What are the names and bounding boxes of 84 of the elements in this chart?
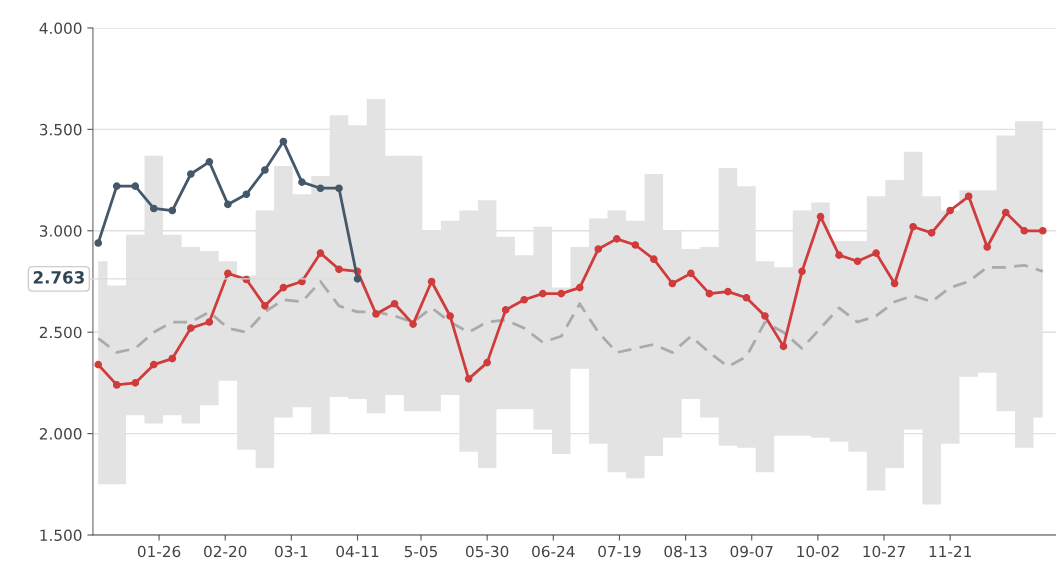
- point: [168, 354, 177, 363]
- point: [946, 206, 954, 215]
- x-tick-label: 09-07: [730, 545, 773, 558]
- point: [335, 184, 343, 193]
- point: [983, 243, 992, 251]
- point: [761, 312, 769, 320]
- point: [205, 158, 214, 166]
- y-tick-label: 4.000: [39, 22, 82, 34]
- x-tick-label: 10-02: [797, 545, 839, 558]
- point: [779, 342, 788, 351]
- y-tick-label: 1.500: [40, 529, 82, 542]
- point: [316, 249, 325, 257]
- point: [112, 381, 121, 389]
- point: [594, 245, 603, 253]
- point: [149, 204, 158, 213]
- point: [112, 182, 121, 190]
- point: [353, 275, 362, 283]
- x-tick-label: 08-13: [664, 545, 707, 558]
- point: [427, 277, 436, 286]
- x-tick-label: 03-1: [275, 545, 308, 558]
- point: [279, 283, 288, 292]
- point: [501, 306, 510, 314]
- x-tick-label: 02-20: [204, 545, 247, 558]
- point: [94, 239, 103, 247]
- point: [390, 299, 399, 308]
- point: [668, 279, 677, 288]
- x-tick-label: 11-21: [929, 545, 971, 558]
- x-tick-label: 01-26: [137, 545, 181, 558]
- point: [816, 212, 825, 221]
- point: [168, 206, 177, 215]
- point: [464, 375, 473, 383]
- point: [187, 324, 195, 332]
- x-tick-label: 10-27: [863, 545, 905, 558]
- point: [298, 178, 306, 186]
- point: [261, 166, 269, 174]
- point: [835, 251, 843, 259]
- point: [1001, 208, 1010, 217]
- point: [853, 257, 862, 266]
- point: [909, 222, 917, 231]
- point: [131, 379, 140, 387]
- x-tick-label: 06-24: [532, 545, 575, 558]
- point: [798, 267, 806, 276]
- point: [575, 283, 584, 292]
- point: [131, 182, 140, 190]
- point: [927, 228, 936, 237]
- x-tick-label: 05-30: [465, 545, 509, 558]
- x-tick-label: 5-05: [404, 545, 438, 558]
- point: [724, 287, 732, 296]
- annotation: 2.763: [33, 271, 84, 284]
- point: [446, 312, 454, 320]
- y-tick-label: 2.000: [39, 428, 82, 440]
- point: [557, 289, 566, 298]
- point: [242, 190, 251, 199]
- point: [94, 360, 103, 369]
- point: [205, 318, 214, 326]
- point: [650, 255, 658, 264]
- point: [224, 269, 232, 278]
- point: [261, 302, 269, 310]
- point: [742, 293, 751, 302]
- point: [483, 358, 491, 367]
- x-tick-label: 07-19: [598, 545, 641, 558]
- point: [687, 269, 695, 278]
- y-tick-label: 3.000: [39, 225, 82, 237]
- point: [612, 235, 621, 243]
- point: [872, 249, 880, 257]
- x-tick-label: 04-11: [336, 545, 379, 558]
- point: [279, 137, 288, 146]
- point: [890, 279, 899, 288]
- point: [187, 170, 195, 178]
- point: [631, 241, 640, 249]
- point: [964, 192, 973, 201]
- point: [520, 295, 529, 304]
- point: [335, 265, 343, 274]
- point: [1020, 226, 1029, 235]
- point: [705, 289, 714, 298]
- point: [1038, 226, 1047, 235]
- point: [538, 289, 547, 298]
- y-tick-label: 2.500: [39, 326, 82, 339]
- point: [409, 320, 417, 328]
- point: [224, 200, 232, 209]
- point: [316, 184, 325, 193]
- y-tick-label: 3.500: [39, 123, 82, 136]
- point: [372, 310, 380, 318]
- point: [149, 360, 158, 369]
